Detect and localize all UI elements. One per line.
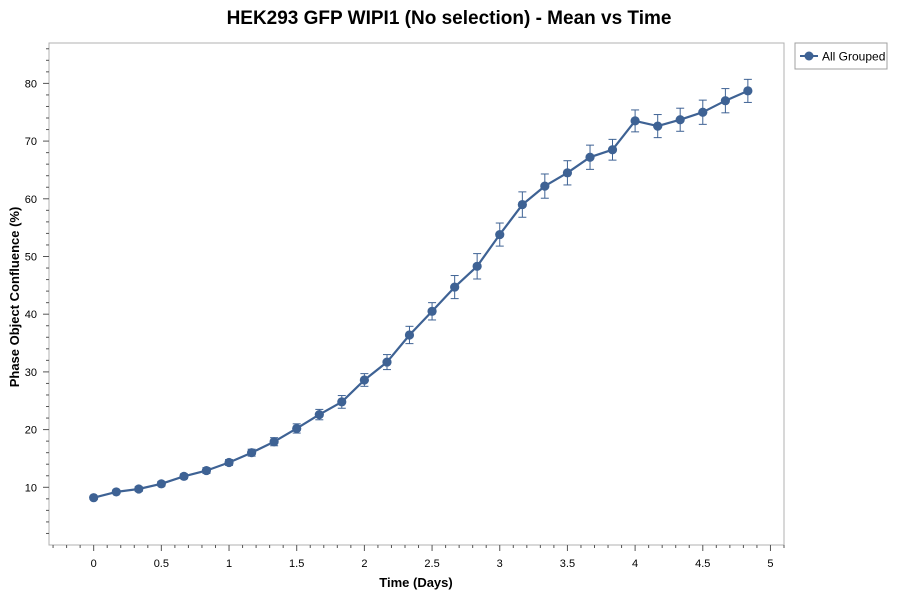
y-tick-label: 60 (25, 194, 37, 206)
data-point[interactable]: 2, 28.6 (359, 375, 369, 385)
y-tick-label: 50 (25, 251, 37, 263)
x-tick-label: 1 (226, 558, 232, 570)
data-point[interactable]: 1, 14.3 (224, 457, 234, 468)
x-tick-label: 1.5 (289, 558, 304, 570)
x-tick-label: 3 (497, 558, 503, 570)
y-tick-label: 70 (25, 136, 37, 148)
x-tick-label: 3.5 (560, 558, 575, 570)
legend-entry-all-grouped: All Grouped (822, 50, 885, 64)
data-point[interactable]: 2.167, 31.7 (382, 357, 392, 367)
y-axis-label: Phase Object Confluence (%) (7, 207, 22, 388)
data-point[interactable]: 0.667, 11.9 (179, 471, 189, 481)
data-point[interactable]: 4.333, 73.7 (675, 115, 685, 125)
data-point[interactable]: 1.167, 16 (247, 448, 257, 458)
x-tick-label: 2.5 (424, 558, 439, 570)
data-point[interactable]: 1.667, 22.6 (314, 409, 324, 420)
data-point[interactable]: 4.667, 77 (720, 96, 730, 106)
data-point[interactable]: 2.5, 40.5 (427, 306, 437, 316)
y-tick-label: 20 (25, 425, 37, 437)
data-point[interactable]: 4, 73.5 (630, 116, 640, 126)
data-point[interactable]: 3.5, 64.5 (562, 168, 573, 178)
data-point[interactable]: 3.667, 67.2 (585, 152, 595, 162)
chart-title: HEK293 GFP WIPI1 (No selection) - Mean v… (227, 8, 672, 29)
x-tick-label: 4.5 (695, 558, 710, 570)
x-axis-label: Time (Days) (379, 575, 452, 590)
x-tick-label: 5 (767, 558, 773, 570)
data-point[interactable]: 0.833, 12.9 (201, 465, 212, 476)
x-axis: 0 0.5 1 1.5 2 2.5 3 3.5 4 4.5 5 (52, 545, 785, 570)
data-point[interactable]: 3.833, 68.5 (607, 145, 618, 155)
data-point[interactable]: 3.333, 62.2 (540, 181, 550, 191)
data-point[interactable]: 2.833, 48.3 (472, 261, 482, 271)
data-point[interactable]: 0, 8.2 (89, 493, 99, 503)
data-point[interactable]: 3.167, 59 (517, 199, 527, 210)
data-point[interactable]: 4.167, 72.6 (653, 121, 663, 131)
series-layer: 0, 8.2 0.167, 9.2 0.333, 9.7 0.5, 10.6 0.667… (89, 78, 753, 503)
y-tick-label: 80 (25, 78, 37, 90)
data-point[interactable]: 0.5, 10.6 (156, 479, 166, 489)
x-tick-label: 2 (361, 558, 367, 570)
legend[interactable]: All Grouped (794, 42, 888, 70)
data-point[interactable]: 0.167, 9.2 (111, 487, 121, 497)
y-tick-label: 10 (25, 482, 37, 494)
data-point[interactable]: 1.833, 24.8 (337, 397, 347, 407)
data-point[interactable]: 0.333, 9.7 (134, 484, 144, 494)
y-axis: 10 20 30 40 50 60 70 80 (25, 48, 49, 534)
data-point[interactable]: 1.333, 17.9 (269, 437, 279, 447)
y-tick-label: 30 (25, 367, 37, 379)
x-tick-label: 0.5 (154, 558, 169, 570)
data-point[interactable]: 2.333, 36.4 (404, 330, 415, 340)
data-point[interactable]: 4.833, 78.7 (743, 86, 753, 96)
legend-swatch-marker (804, 51, 814, 61)
y-tick-label: 40 (25, 309, 37, 321)
data-point[interactable]: 4.5, 75 (698, 107, 708, 117)
x-tick-label: 4 (632, 558, 638, 570)
data-point[interactable]: 2.667, 44.7 (450, 282, 460, 292)
plot-area (48, 42, 785, 546)
data-point[interactable]: 1.5, 20.2 (292, 423, 302, 434)
data-point[interactable]: 3, 53.8 (495, 229, 505, 240)
x-tick-label: 0 (91, 558, 97, 570)
